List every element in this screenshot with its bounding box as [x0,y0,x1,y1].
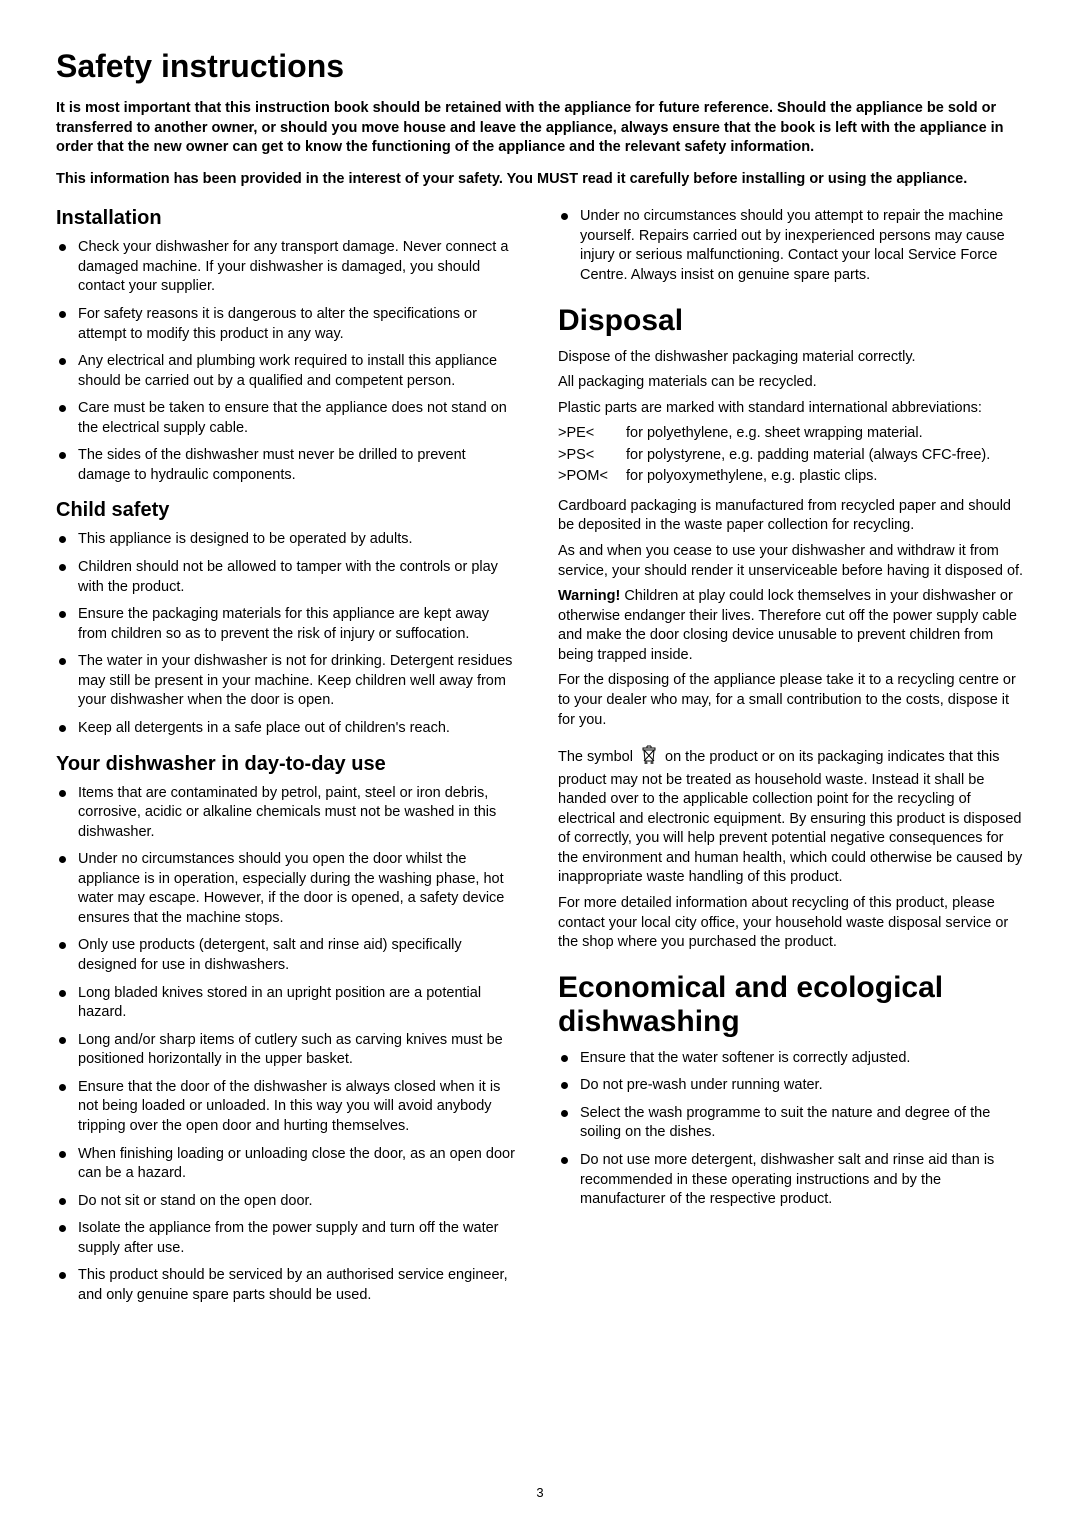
weee-icon [641,744,657,771]
disposal-p5: As and when you cease to use your dishwa… [558,542,1024,581]
abbr-row: >POM< for polyoxymethylene, e.g. plastic… [558,467,1024,487]
list-item: Ensure that the water softener is correc… [558,1049,1024,1069]
day-to-day-cont-list: Under no circumstances should you attemp… [558,207,1024,285]
warning-text: Children at play could lock themselves i… [558,588,1017,663]
disposal-p4: Cardboard packaging is manufactured from… [558,497,1024,536]
abbr-desc: for polyoxymethylene, e.g. plastic clips… [626,467,1024,487]
list-item: This product should be serviced by an au… [56,1266,522,1305]
list-item: Care must be taken to ensure that the ap… [56,399,522,438]
installation-list: Check your dishwasher for any transport … [56,238,522,485]
list-item: Do not sit or stand on the open door. [56,1192,522,1212]
list-item: Under no circumstances should you attemp… [558,207,1024,285]
list-item: When finishing loading or unloading clos… [56,1145,522,1184]
warning-label: Warning! [558,588,620,604]
disposal-heading: Disposal [558,304,1024,338]
disposal-p6: For the disposing of the appliance pleas… [558,671,1024,730]
list-item: Check your dishwasher for any transport … [56,238,522,297]
list-item: Only use products (detergent, salt and r… [56,936,522,975]
day-to-day-list: Items that are contaminated by petrol, p… [56,784,522,1306]
abbr-code: >PE< [558,424,626,444]
installation-heading: Installation [56,207,522,230]
safety-heading: Safety instructions [56,48,1024,85]
list-item: Do not use more detergent, dishwasher sa… [558,1151,1024,1210]
disposal-p3: Plastic parts are marked with standard i… [558,399,1024,419]
list-item: Items that are contaminated by petrol, p… [56,784,522,843]
disposal-p1: Dispose of the dishwasher packaging mate… [558,348,1024,368]
symbol-post: on the product or on its packaging indic… [558,749,1022,885]
list-item: Long and/or sharp items of cutlery such … [56,1031,522,1070]
list-item: This appliance is designed to be operate… [56,530,522,550]
child-safety-list: This appliance is designed to be operate… [56,530,522,738]
abbr-code: >POM< [558,467,626,487]
list-item: Any electrical and plumbing work require… [56,352,522,391]
child-safety-heading: Child safety [56,499,522,522]
list-item: The sides of the dishwasher must never b… [56,446,522,485]
abbr-row: >PS< for polystyrene, e.g. padding mater… [558,446,1024,466]
page-number: 3 [536,1485,543,1500]
list-item: Do not pre-wash under running water. [558,1076,1024,1096]
list-item: Ensure the packaging materials for this … [56,605,522,644]
safety-intro-1: It is most important that this instructi… [56,99,1024,158]
abbr-desc: for polystyrene, e.g. padding material (… [626,446,1024,466]
eco-list: Ensure that the water softener is correc… [558,1049,1024,1210]
list-item: Select the wash programme to suit the na… [558,1104,1024,1143]
disposal-p7: For more detailed information about recy… [558,894,1024,953]
list-item: Ensure that the door of the dishwasher i… [56,1078,522,1137]
list-item: Under no circumstances should you open t… [56,850,522,928]
abbr-row: >PE< for polyethylene, e.g. sheet wrappi… [558,424,1024,444]
list-item: Long bladed knives stored in an upright … [56,984,522,1023]
abbr-code: >PS< [558,446,626,466]
list-item: Isolate the appliance from the power sup… [56,1219,522,1258]
right-column: Under no circumstances should you attemp… [558,207,1024,1313]
list-item: The water in your dishwasher is not for … [56,652,522,711]
list-item: Children should not be allowed to tamper… [56,558,522,597]
disposal-symbol-para: The symbol on the product or on its pack… [558,744,1024,888]
day-to-day-heading: Your dishwasher in day-to-day use [56,753,522,776]
left-column: Installation Check your dishwasher for a… [56,207,522,1313]
eco-heading: Economical and ecological dishwashing [558,971,1024,1039]
safety-intro-2: This information has been provided in th… [56,170,1024,190]
content-columns: Installation Check your dishwasher for a… [56,207,1024,1313]
list-item: Keep all detergents in a safe place out … [56,719,522,739]
disposal-warning: Warning! Children at play could lock the… [558,587,1024,665]
disposal-p2: All packaging materials can be recycled. [558,373,1024,393]
symbol-pre: The symbol [558,749,637,765]
list-item: For safety reasons it is dangerous to al… [56,305,522,344]
abbr-desc: for polyethylene, e.g. sheet wrapping ma… [626,424,1024,444]
